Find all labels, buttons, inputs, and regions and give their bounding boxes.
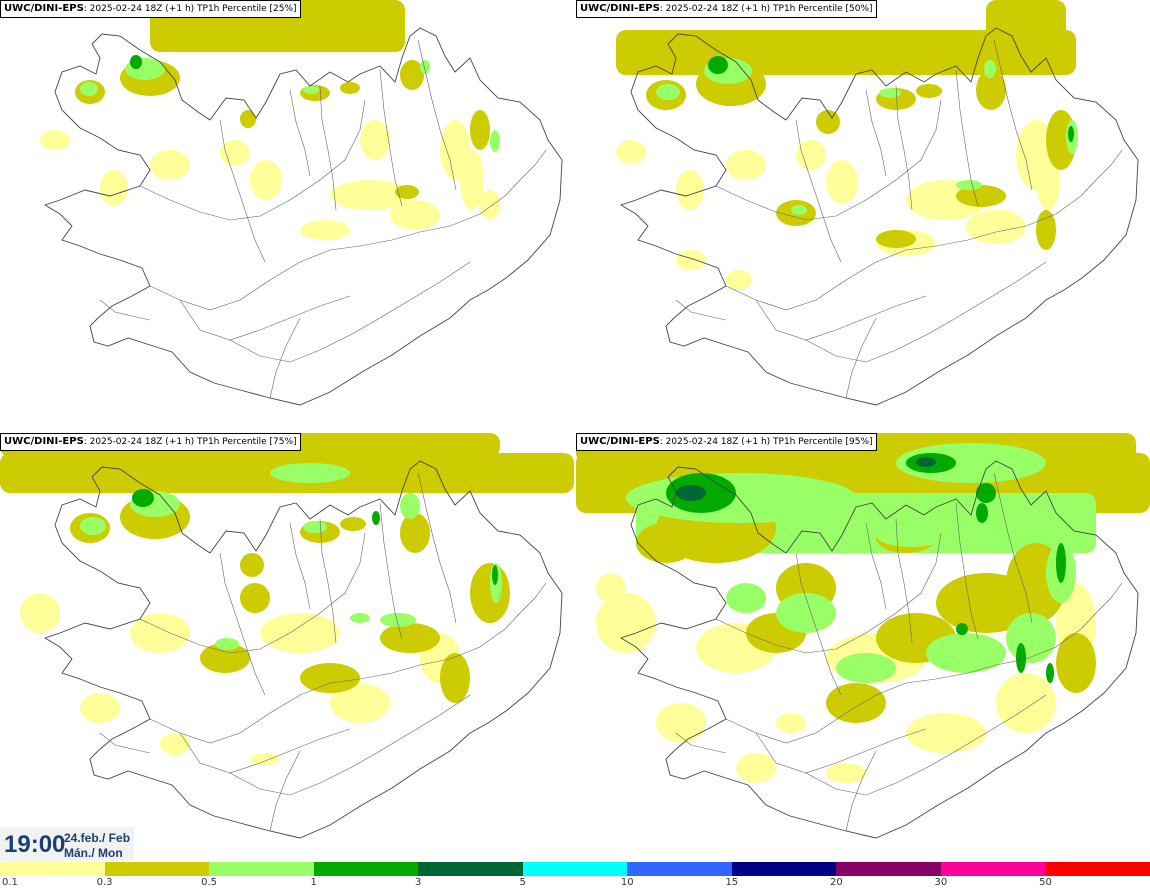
precipitation-map — [0, 433, 574, 839]
map-line — [269, 317, 301, 399]
color-legend: 0.1 0.3 0.5 1 3 5 10 15 20 30 50 — [0, 862, 1150, 891]
map-line — [504, 149, 547, 197]
map-line — [289, 89, 311, 177]
map-line — [417, 472, 457, 624]
legend-swatch — [209, 862, 314, 876]
map-line — [179, 295, 351, 341]
map-line — [219, 552, 266, 696]
map-line — [319, 85, 337, 211]
map-line — [955, 502, 979, 640]
map-line — [219, 119, 266, 263]
legend-tick-label: 50 — [1039, 877, 1052, 888]
map-line — [379, 502, 403, 640]
precipitation-map — [616, 0, 1139, 406]
map-line — [319, 518, 337, 644]
map-line — [755, 728, 927, 774]
legend-tick-label: 0.5 — [201, 877, 218, 888]
coastline — [619, 460, 1139, 839]
map-line — [149, 628, 506, 744]
legend-swatch — [418, 862, 523, 876]
map-line — [417, 39, 457, 191]
map-line — [289, 522, 311, 610]
map-panel-p95: UWC/DINI-EPS: 2025-02-24 18Z (+1 h) TP1h… — [576, 433, 1150, 863]
legend-tick-label: 15 — [725, 877, 739, 888]
legend-swatch — [522, 862, 628, 876]
legend-swatch — [313, 862, 419, 876]
map-line — [179, 728, 351, 774]
panel-title: UWC/DINI-EPS: 2025-02-24 18Z (+1 h) TP1h… — [0, 0, 301, 18]
map-panel-p50: UWC/DINI-EPS: 2025-02-24 18Z (+1 h) TP1h… — [576, 0, 1150, 430]
panel-title: UWC/DINI-EPS: 2025-02-24 18Z (+1 h) TP1h… — [576, 0, 877, 18]
map-line — [149, 195, 506, 311]
coastline — [619, 27, 1139, 406]
legend-swatch — [940, 862, 1046, 876]
map-line — [715, 99, 942, 221]
legend-tick-label: 5 — [519, 877, 526, 888]
map-line — [845, 317, 877, 399]
map-line — [725, 195, 1082, 311]
map-line — [805, 261, 1047, 363]
legend-swatch — [104, 862, 210, 876]
map-line — [865, 522, 887, 610]
map-line — [725, 628, 1082, 744]
map-line — [675, 732, 727, 754]
map-line — [715, 532, 942, 654]
map-line — [993, 39, 1033, 191]
legend-color-bar — [0, 862, 1150, 876]
coastline — [43, 27, 563, 406]
map-line — [379, 69, 403, 207]
map-line — [229, 694, 471, 796]
map-line — [895, 85, 913, 211]
map-line — [795, 552, 842, 696]
valid-time-box: 19:00 24.feb./ Feb Mán./ Mon — [0, 827, 134, 861]
map-line — [845, 750, 877, 832]
valid-date: 24.feb./ Feb — [64, 831, 131, 845]
panel-title: UWC/DINI-EPS: 2025-02-24 18Z (+1 h) TP1h… — [0, 433, 301, 451]
map-line — [865, 89, 887, 177]
legend-swatch — [1045, 862, 1150, 876]
map-line — [895, 518, 913, 644]
map-line — [99, 732, 151, 754]
valid-weekday: Mán./ Mon — [64, 846, 123, 860]
legend-swatch — [0, 862, 105, 876]
legend-tick-label: 10 — [620, 877, 634, 888]
legend-tick-label: 30 — [934, 877, 948, 888]
map-panel-p25: UWC/DINI-EPS: 2025-02-24 18Z (+1 h) TP1h… — [0, 0, 574, 430]
map-line — [795, 119, 842, 263]
panel-title: UWC/DINI-EPS: 2025-02-24 18Z (+1 h) TP1h… — [576, 433, 877, 451]
map-line — [755, 295, 927, 341]
legend-tick-label: 0.1 — [2, 877, 18, 888]
map-line — [269, 750, 301, 832]
legend-tick-label: 20 — [829, 877, 843, 888]
map-line — [504, 582, 547, 630]
map-line — [1080, 149, 1123, 197]
legend-tick-label: 3 — [414, 877, 422, 888]
legend-tick-label: 0.3 — [96, 877, 113, 888]
map-line — [955, 69, 979, 207]
map-line — [1080, 582, 1123, 630]
map-line — [139, 532, 366, 654]
legend-swatch — [627, 862, 732, 876]
legend-tick-label: 1 — [310, 877, 317, 888]
map-line — [805, 694, 1047, 796]
precipitation-map — [576, 433, 1150, 839]
legend-swatch — [836, 862, 941, 876]
valid-hour: 19:00 — [4, 831, 66, 858]
coastline — [43, 460, 563, 839]
map-line — [675, 299, 727, 321]
map-line — [229, 261, 471, 363]
map-line — [139, 99, 366, 221]
map-line — [993, 472, 1033, 624]
legend-swatch — [731, 862, 837, 876]
precipitation-map — [40, 0, 563, 406]
map-line — [99, 299, 151, 321]
map-panel-p75: UWC/DINI-EPS: 2025-02-24 18Z (+1 h) TP1h… — [0, 433, 574, 863]
